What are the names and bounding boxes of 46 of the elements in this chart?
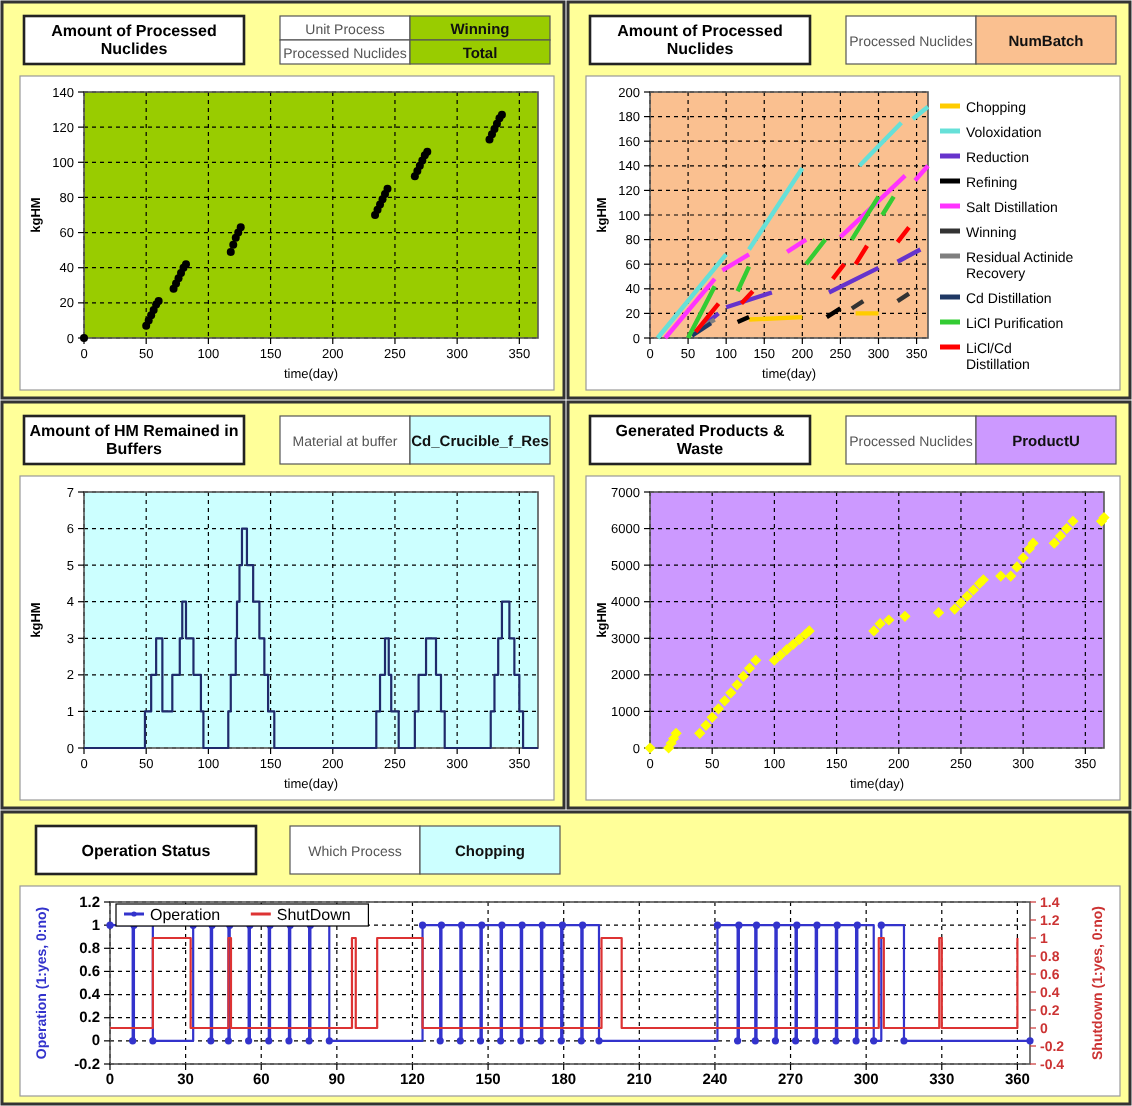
- point: [949, 603, 961, 615]
- point: [967, 584, 979, 596]
- legend-label: Operation: [150, 906, 221, 924]
- point: [1005, 570, 1017, 582]
- point: [706, 711, 718, 723]
- point: [768, 654, 780, 666]
- point: [700, 719, 712, 731]
- chart-title: Amount of HM Remained in Buffers: [29, 422, 239, 458]
- point: [670, 727, 682, 739]
- point: [1054, 530, 1067, 542]
- point: [955, 597, 967, 609]
- point: [899, 610, 911, 622]
- point: [1061, 522, 1073, 535]
- point: [787, 638, 799, 651]
- point: [719, 695, 731, 707]
- point: [1017, 552, 1029, 564]
- point: [725, 687, 737, 699]
- point: [383, 184, 392, 193]
- point: [793, 633, 805, 645]
- point: [229, 240, 238, 249]
- point: [883, 614, 895, 626]
- point: [226, 247, 235, 256]
- point: [781, 644, 793, 656]
- point: [712, 703, 725, 715]
- chart-title: Amount of Processed Nuclides: [51, 22, 217, 58]
- point: [874, 618, 886, 630]
- point: [236, 223, 245, 232]
- point: [932, 607, 945, 619]
- point: [743, 662, 756, 674]
- point: [1011, 561, 1023, 573]
- point: [1067, 515, 1079, 527]
- point: [737, 670, 749, 682]
- point: [1027, 537, 1039, 549]
- legend-label: ShutDown: [276, 906, 351, 924]
- point: [1048, 537, 1060, 549]
- point: [731, 679, 743, 691]
- chart-title: Generated Products & Waste: [615, 422, 785, 458]
- point: [961, 590, 973, 602]
- point: [775, 649, 787, 661]
- point: [694, 727, 706, 739]
- point: [750, 654, 762, 666]
- point: [868, 625, 880, 637]
- chart-title: Amount of Processed Nuclides: [617, 22, 783, 58]
- point: [644, 742, 656, 754]
- point: [995, 570, 1007, 582]
- chart-title: Operation Status: [81, 842, 212, 860]
